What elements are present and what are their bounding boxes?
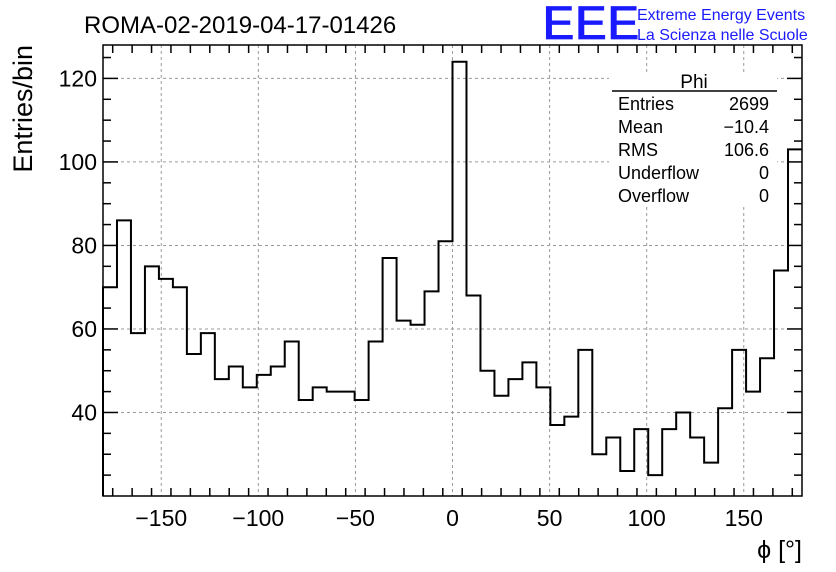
eee-logo: EEE Extreme Energy Events La Scienza nel… xyxy=(541,0,808,52)
histogram-bin xyxy=(201,333,215,496)
histogram-bin xyxy=(369,341,383,496)
histogram-bin xyxy=(522,362,536,496)
histogram-bin xyxy=(508,379,522,496)
histogram-bin xyxy=(411,325,425,496)
logo-line-1: Extreme Energy Events xyxy=(637,7,805,24)
histogram-bin xyxy=(117,220,131,496)
y-axis-title: Entries/bin xyxy=(8,45,38,173)
histogram-bin xyxy=(173,287,187,496)
eee-logo-mark: EEE xyxy=(542,0,639,51)
histogram-bin xyxy=(187,354,201,496)
stats-row-label: Overflow xyxy=(618,186,690,206)
stats-row-label: RMS xyxy=(618,140,658,160)
y-tick-label: 60 xyxy=(71,316,97,342)
logo-line-2: La Scienza nelle Scuole xyxy=(637,27,808,44)
stats-box: Phi Entries 2699 Mean −10.4 RMS 106.6 Underflo… xyxy=(609,72,777,207)
histogram-bin xyxy=(229,367,243,496)
histogram-bin xyxy=(145,266,159,496)
histogram-bin xyxy=(494,396,508,496)
histogram-bin xyxy=(732,350,746,496)
y-tick-label: 40 xyxy=(71,399,97,425)
histogram-bin xyxy=(536,387,550,496)
histogram-bin xyxy=(439,241,453,496)
histogram-bin xyxy=(592,454,606,496)
x-tick-label: −50 xyxy=(336,505,375,531)
x-tick-label: 50 xyxy=(537,505,563,531)
histogram-bin xyxy=(676,412,690,496)
axis-ticks xyxy=(103,45,802,496)
x-tick-labels: −150 −100 −50 0 50 100 150 xyxy=(135,505,763,531)
x-tick-label: 150 xyxy=(725,505,763,531)
histogram-bin xyxy=(564,417,578,496)
x-tick-label: −100 xyxy=(232,505,284,531)
histogram-bin xyxy=(620,471,634,496)
stats-rows: Entries 2699 Mean −10.4 RMS 106.6 Underflow 0 Ov… xyxy=(618,94,769,206)
histogram-bin xyxy=(215,379,229,496)
stats-row-value: 2699 xyxy=(729,94,769,114)
histogram-bin xyxy=(648,475,662,496)
histogram-bin xyxy=(606,438,620,496)
histogram-bin xyxy=(774,271,788,497)
y-tick-label: 80 xyxy=(71,232,97,258)
histogram-bin xyxy=(299,400,313,496)
x-axis-title: ϕ [°] xyxy=(757,536,802,564)
histogram-bin xyxy=(313,387,327,496)
histogram-bin xyxy=(425,291,439,496)
run-title: ROMA-02-2019-04-17-01426 xyxy=(84,12,396,39)
x-tick-label: 0 xyxy=(446,505,459,531)
histogram-bin xyxy=(634,429,648,496)
histogram-bin xyxy=(243,387,257,496)
stats-row-value: 0 xyxy=(759,163,769,183)
stats-box-title: Phi xyxy=(680,72,707,93)
histogram-bin xyxy=(704,463,718,496)
histogram-bin xyxy=(355,400,369,496)
stats-row-value: 0 xyxy=(759,186,769,206)
histogram-bin xyxy=(271,367,285,496)
x-tick-label: 100 xyxy=(627,505,665,531)
stats-row-value: −10.4 xyxy=(723,117,769,137)
histogram-bin xyxy=(257,375,271,496)
histogram-bin xyxy=(453,62,467,496)
y-tick-label: 100 xyxy=(59,149,97,175)
histogram-bin xyxy=(466,296,480,496)
histogram-bin xyxy=(760,358,774,496)
histogram-bin xyxy=(788,149,802,496)
stats-row-label: Mean xyxy=(618,117,663,137)
y-tick-label: 120 xyxy=(59,65,97,91)
histogram-bin xyxy=(746,392,760,496)
histogram-bin xyxy=(550,425,564,496)
stats-box-background xyxy=(609,72,777,207)
histogram-bin xyxy=(718,408,732,496)
stats-row-label: Entries xyxy=(618,94,674,114)
histogram-bin xyxy=(159,279,173,496)
histogram-bin xyxy=(131,333,145,496)
histogram-bin xyxy=(285,341,299,496)
plot-frame xyxy=(102,44,803,497)
stats-row-label: Underflow xyxy=(618,163,700,183)
histogram-bin xyxy=(480,371,494,496)
histogram-bin xyxy=(578,350,592,496)
y-tick-labels: 40 60 80 100 120 xyxy=(59,65,97,425)
stats-row-value: 106.6 xyxy=(724,140,769,160)
histogram-bin xyxy=(327,392,341,496)
histogram-bin xyxy=(383,258,397,496)
histogram-bin xyxy=(662,429,676,496)
histogram-bin xyxy=(397,321,411,496)
x-tick-label: −150 xyxy=(135,505,187,531)
histogram-bin xyxy=(690,438,704,496)
histogram-outline xyxy=(102,60,802,496)
histogram-bin xyxy=(341,392,355,496)
